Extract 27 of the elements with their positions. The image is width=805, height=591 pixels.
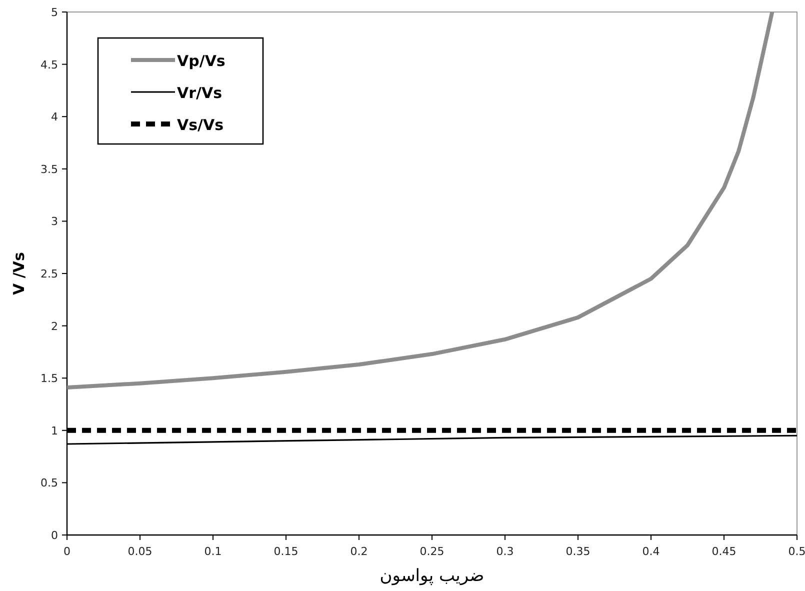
x-tick: 0.4: [642, 545, 660, 558]
y-tick: 0: [51, 529, 58, 542]
y-tick: 4: [51, 110, 58, 124]
y-tick: 3: [51, 215, 58, 228]
y-tick: 2: [51, 320, 58, 333]
y-tick: 2.5: [40, 268, 58, 280]
legend-label: Vp/Vs: [177, 52, 226, 70]
x-tick: 0.25: [420, 545, 444, 558]
x-tick: 0.5: [788, 545, 805, 558]
x-tick: 0.05: [128, 545, 152, 558]
y-tick: 3.5: [40, 162, 58, 176]
y-tick: 1: [51, 424, 58, 438]
legend-label: Vr/Vs: [177, 84, 222, 102]
x-tick: 0.1: [204, 545, 222, 558]
x-tick: 0.15: [274, 545, 298, 558]
legend-label: Vs/Vs: [177, 116, 224, 134]
x-tick: 0.3: [496, 545, 514, 558]
x-tick: 0: [64, 545, 70, 558]
x-label: ضریب پواسون: [380, 566, 484, 586]
x-tick: 0.2: [350, 545, 368, 558]
y-tick: 0.5: [40, 476, 58, 490]
y-tick: 4.5: [40, 58, 58, 72]
y-tick: 1.5: [40, 372, 58, 386]
x-tick: 0.45: [712, 545, 736, 558]
y-label: V /Vs: [10, 252, 28, 295]
y-tick: 5: [51, 6, 58, 19]
x-tick: 0.35: [566, 545, 590, 558]
